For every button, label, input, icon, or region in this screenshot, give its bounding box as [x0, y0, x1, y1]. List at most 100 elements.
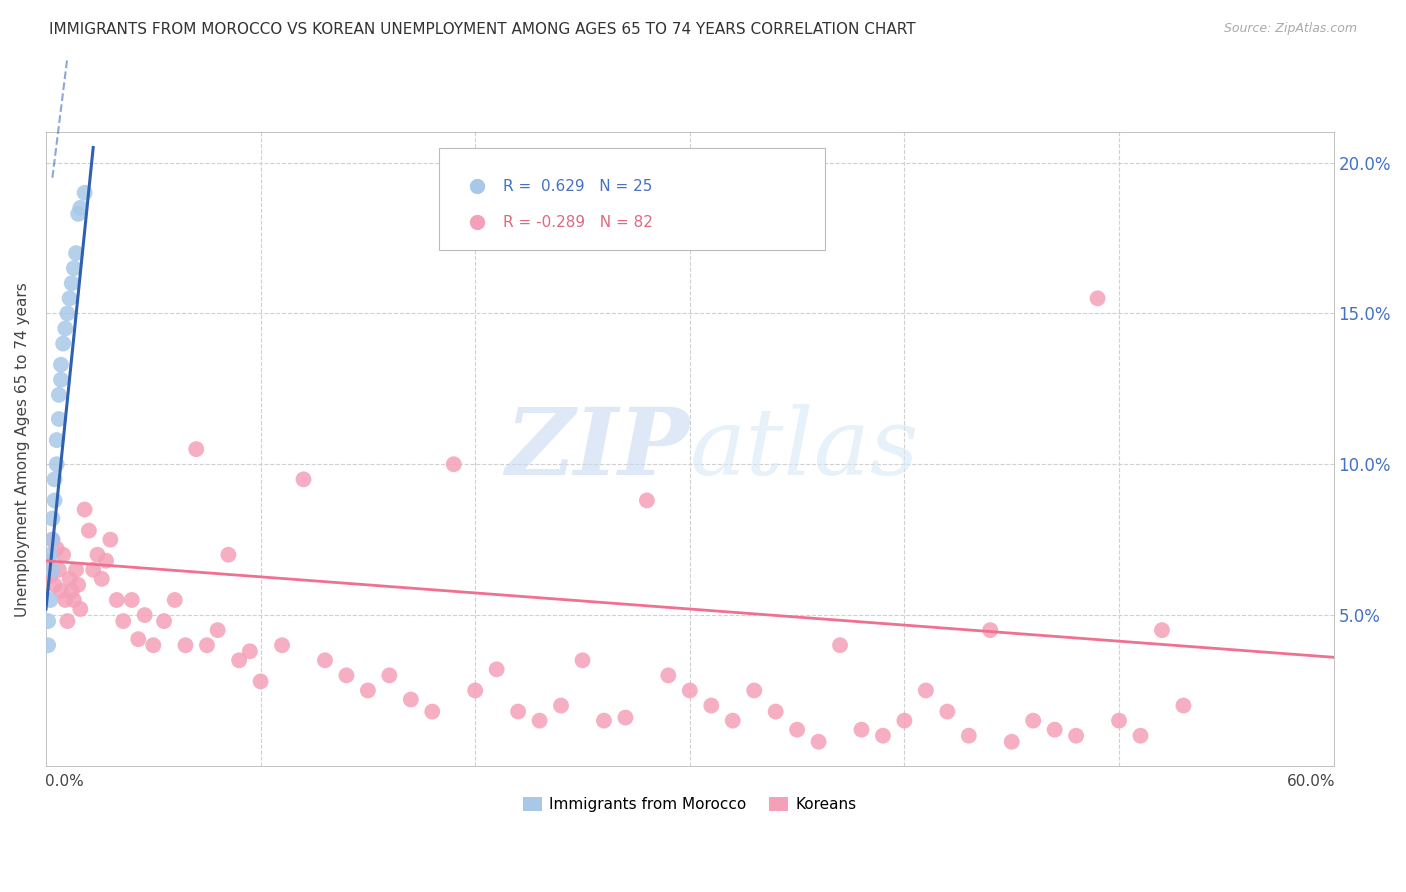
Point: [249, 674, 271, 689]
Point: [207, 623, 229, 637]
Point: [936, 705, 959, 719]
Point: [112, 614, 135, 628]
Point: [1129, 729, 1152, 743]
Point: [700, 698, 723, 713]
FancyBboxPatch shape: [439, 148, 825, 250]
Point: [45, 457, 67, 471]
Text: R = -0.289   N = 82: R = -0.289 N = 82: [503, 215, 652, 230]
Point: [98, 533, 121, 547]
Point: [41, 511, 63, 525]
Point: [1043, 723, 1066, 737]
Point: [571, 653, 593, 667]
Point: [37, 638, 59, 652]
Point: [63, 261, 86, 276]
Point: [271, 638, 294, 652]
Point: [186, 442, 208, 457]
Point: [217, 548, 239, 562]
Point: [67, 207, 90, 221]
Point: [142, 638, 165, 652]
Point: [153, 614, 176, 628]
Point: [45, 433, 67, 447]
Point: [828, 638, 851, 652]
Point: [56, 614, 79, 628]
Point: [77, 524, 100, 538]
Text: Source: ZipAtlas.com: Source: ZipAtlas.com: [1223, 22, 1357, 36]
Point: [1108, 714, 1130, 728]
Point: [52, 548, 75, 562]
Point: [39, 569, 62, 583]
Point: [41, 533, 63, 547]
Point: [851, 723, 873, 737]
Point: [105, 593, 128, 607]
Point: [49, 373, 72, 387]
Point: [44, 472, 66, 486]
Point: [94, 554, 117, 568]
Point: [614, 710, 637, 724]
Point: [65, 246, 87, 260]
Point: [239, 644, 262, 658]
Point: [121, 593, 143, 607]
Point: [49, 358, 72, 372]
Point: [41, 533, 63, 547]
Point: [485, 662, 508, 676]
Point: [550, 698, 572, 713]
Text: 60.0%: 60.0%: [1286, 774, 1334, 789]
Point: [765, 705, 787, 719]
Point: [82, 563, 104, 577]
Point: [67, 578, 90, 592]
Point: [73, 186, 96, 200]
Point: [314, 653, 336, 667]
Point: [69, 201, 91, 215]
Point: [69, 602, 91, 616]
Point: [37, 614, 59, 628]
Point: [721, 714, 744, 728]
Point: [48, 563, 70, 577]
Point: [90, 572, 112, 586]
Point: [742, 683, 765, 698]
Point: [39, 548, 62, 562]
Point: [529, 714, 551, 728]
Point: [420, 705, 443, 719]
Point: [73, 502, 96, 516]
Point: [58, 291, 80, 305]
Point: [1087, 291, 1109, 305]
Point: [593, 714, 616, 728]
Point: [508, 705, 530, 719]
Point: [1064, 729, 1087, 743]
Point: [679, 683, 702, 698]
Point: [41, 563, 63, 577]
Point: [60, 583, 83, 598]
Text: IMMIGRANTS FROM MOROCCO VS KOREAN UNEMPLOYMENT AMONG AGES 65 TO 74 YEARS CORRELA: IMMIGRANTS FROM MOROCCO VS KOREAN UNEMPL…: [49, 22, 915, 37]
Point: [957, 729, 980, 743]
Point: [48, 412, 70, 426]
Point: [48, 388, 70, 402]
Point: [872, 729, 894, 743]
Point: [357, 683, 380, 698]
Point: [86, 548, 108, 562]
Point: [1022, 714, 1045, 728]
Point: [52, 336, 75, 351]
Point: [44, 578, 66, 592]
Y-axis label: Unemployment Among Ages 65 to 74 years: Unemployment Among Ages 65 to 74 years: [15, 282, 30, 616]
Point: [378, 668, 401, 682]
Point: [464, 683, 486, 698]
Point: [44, 493, 66, 508]
Point: [53, 321, 76, 335]
Text: 0.0%: 0.0%: [45, 774, 83, 789]
Point: [399, 692, 422, 706]
Point: [1150, 623, 1173, 637]
Point: [174, 638, 197, 652]
Point: [56, 306, 79, 320]
Point: [1173, 698, 1195, 713]
Point: [443, 457, 465, 471]
Point: [37, 554, 59, 568]
Point: [49, 583, 72, 598]
Point: [39, 593, 62, 607]
Point: [636, 493, 658, 508]
Text: R =  0.629   N = 25: R = 0.629 N = 25: [503, 178, 652, 194]
Point: [53, 593, 76, 607]
Point: [163, 593, 186, 607]
Point: [657, 668, 679, 682]
Point: [58, 572, 80, 586]
Point: [1001, 735, 1024, 749]
